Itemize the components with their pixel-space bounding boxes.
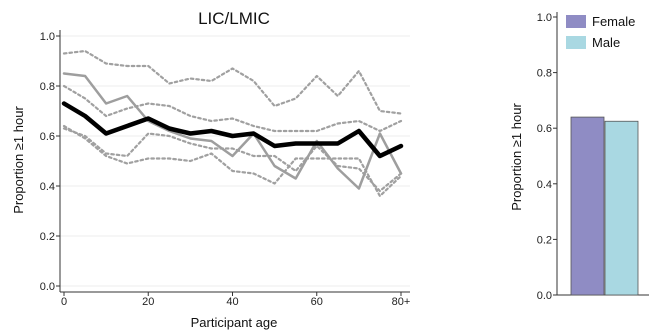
left-y-tick-label: 0.8 [40,81,55,93]
left-chart: LIC/LMIC 0.0 0.2 0.4 0.6 0.8 1.0 0 20 40 60 80+ Pa… [11,9,410,330]
right-legend: Female Male [566,14,635,50]
right-ticks: 0.0 0.2 0.4 0.6 0.8 1.0 [537,12,557,302]
left-series [61,49,404,198]
left-y-tick-label: 0.2 [40,231,55,243]
left-y-tick-label: 0.6 [40,131,55,143]
right-y-axis-title: Proportion ≥1 hour [509,103,524,211]
series-line-gray [62,72,403,190]
right-chart: 0.0 0.2 0.4 0.6 0.8 1.0 Female Male Proportion… [509,12,649,302]
right-y-tick-label: 1.0 [537,12,552,24]
left-x-axis-title: Participant age [191,315,278,330]
left-ticks: 0.0 0.2 0.4 0.6 0.8 1.0 0 20 40 60 80+ [40,31,411,308]
series-line-bold [61,101,404,159]
legend-swatch-female [566,15,586,28]
series-line-dotted [62,84,403,133]
left-x-tick-label: 0 [61,296,67,308]
left-grid [60,35,410,287]
right-y-tick-label: 0.0 [537,290,552,302]
series-line-dotted [62,127,403,193]
left-y-tick-label: 0.0 [40,281,55,293]
left-axes [59,30,410,293]
left-x-tick-label: 20 [142,296,154,308]
right-y-tick-label: 0.8 [537,68,552,80]
legend-swatch-male [566,36,586,49]
left-y-axis-title: Proportion ≥1 hour [11,106,26,214]
bar-female [570,116,605,296]
left-y-tick-label: 1.0 [40,31,55,43]
right-y-tick-label: 0.2 [537,234,552,246]
right-y-tick-label: 0.4 [537,179,552,191]
legend-label-female: Female [592,14,635,29]
left-chart-title: LIC/LMIC [198,9,270,28]
left-x-tick-label: 60 [311,296,323,308]
left-x-tick-label: 80+ [392,296,411,308]
legend-label-male: Male [592,35,620,50]
series-line-dotted [62,49,403,115]
left-y-tick-label: 0.4 [40,181,55,193]
right-bars [570,116,639,296]
left-x-tick-label: 40 [226,296,238,308]
right-y-tick-label: 0.6 [537,123,552,135]
series-line-dotted [62,124,403,198]
bar-male [604,120,639,296]
